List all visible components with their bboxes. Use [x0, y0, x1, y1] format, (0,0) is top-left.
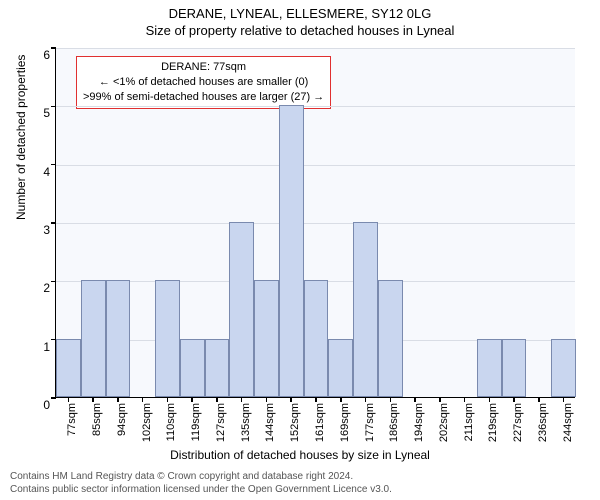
bar [106, 280, 131, 397]
xtick-label: 127sqm [215, 403, 227, 442]
xtick-mark [365, 397, 367, 402]
xtick-label: 186sqm [388, 403, 400, 442]
xtick-mark [266, 397, 268, 402]
xtick-mark [464, 397, 466, 402]
xtick-mark [439, 397, 441, 402]
footer-line1: Contains HM Land Registry data © Crown c… [10, 471, 392, 484]
annotation-line1: DERANE: 77sqm [83, 60, 324, 75]
plot-region: DERANE: 77sqm ← <1% of detached houses a… [55, 48, 575, 398]
annotation-box: DERANE: 77sqm ← <1% of detached houses a… [76, 56, 331, 109]
xtick-label: 94sqm [116, 403, 128, 436]
annotation-line3: >99% of semi-detached houses are larger … [83, 90, 324, 105]
bar [254, 280, 279, 397]
gridline [56, 106, 575, 107]
bar [477, 339, 502, 397]
ytick-mark [51, 222, 56, 224]
xtick-mark [216, 397, 218, 402]
xtick-mark [92, 397, 94, 402]
bar [56, 339, 81, 397]
xtick-mark [513, 397, 515, 402]
xtick-mark [390, 397, 392, 402]
y-axis-label: Number of detached properties [14, 55, 28, 220]
bar [551, 339, 576, 397]
xtick-label: 219sqm [487, 403, 499, 442]
xtick-mark [68, 397, 70, 402]
xtick-label: 152sqm [289, 403, 301, 442]
xtick-mark [117, 397, 119, 402]
xtick-label: 85sqm [91, 403, 103, 436]
xtick-mark [315, 397, 317, 402]
ytick-mark [51, 281, 56, 283]
xtick-mark [167, 397, 169, 402]
x-axis-label: Distribution of detached houses by size … [0, 448, 600, 462]
xtick-mark [142, 397, 144, 402]
gridline [56, 48, 575, 49]
xtick-mark [241, 397, 243, 402]
chart-area: DERANE: 77sqm ← <1% of detached houses a… [55, 48, 575, 398]
chart-subtitle: Size of property relative to detached ho… [0, 21, 600, 38]
bar [378, 280, 403, 397]
gridline [56, 223, 575, 224]
xtick-label: 161sqm [314, 403, 326, 442]
chart-supertitle: DERANE, LYNEAL, ELLESMERE, SY12 0LG [0, 0, 600, 21]
annotation-line2: ← <1% of detached houses are smaller (0) [83, 75, 324, 90]
bar [353, 222, 378, 397]
ytick-mark [51, 164, 56, 166]
bar [328, 339, 353, 397]
bar [502, 339, 527, 397]
bar [155, 280, 180, 397]
xtick-label: 110sqm [165, 403, 177, 441]
xtick-label: 236sqm [537, 403, 549, 442]
xtick-mark [340, 397, 342, 402]
xtick-label: 227sqm [512, 403, 524, 442]
xtick-mark [538, 397, 540, 402]
bar [279, 105, 304, 397]
ytick-mark [51, 106, 56, 108]
gridline [56, 165, 575, 166]
xtick-mark [290, 397, 292, 402]
xtick-label: 244sqm [562, 403, 574, 442]
xtick-label: 177sqm [364, 403, 376, 442]
bar [229, 222, 254, 397]
xtick-label: 135sqm [240, 403, 252, 442]
xtick-label: 144sqm [264, 403, 276, 442]
footer-attribution: Contains HM Land Registry data © Crown c… [10, 471, 392, 496]
xtick-mark [414, 397, 416, 402]
xtick-label: 202sqm [438, 403, 450, 442]
footer-line2: Contains public sector information licen… [10, 484, 392, 497]
xtick-label: 211sqm [463, 403, 475, 441]
bar [180, 339, 205, 397]
bar [304, 280, 329, 397]
ytick-mark [51, 397, 56, 399]
bar [81, 280, 106, 397]
xtick-label: 169sqm [339, 403, 351, 442]
xtick-label: 77sqm [66, 403, 78, 436]
xtick-label: 194sqm [413, 403, 425, 442]
xtick-mark [563, 397, 565, 402]
xtick-label: 102sqm [141, 403, 153, 442]
xtick-mark [489, 397, 491, 402]
xtick-label: 119sqm [190, 403, 202, 441]
ytick-mark [51, 47, 56, 49]
xtick-mark [191, 397, 193, 402]
bar [205, 339, 230, 397]
